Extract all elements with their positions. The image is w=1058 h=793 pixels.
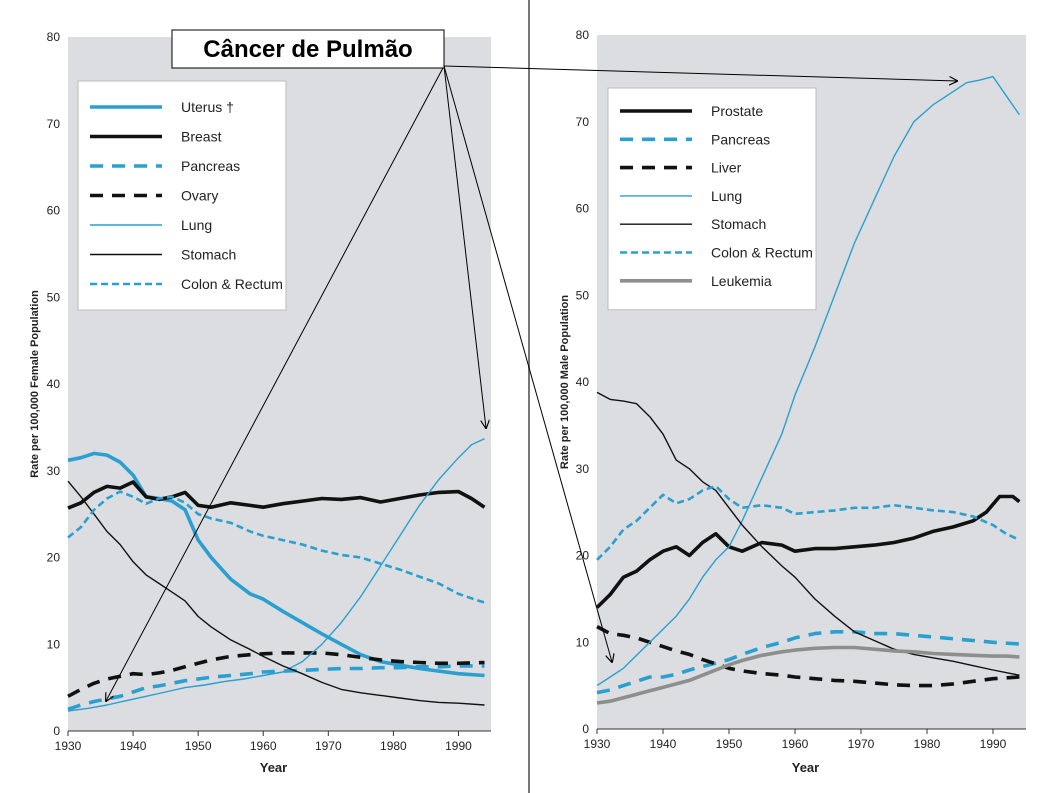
y-tick-label: 0 — [582, 722, 589, 736]
x-tick-label: 1960 — [782, 737, 809, 751]
callout-arrows — [106, 65, 957, 701]
series-line-lung — [596, 75, 1020, 687]
legend-label: Ovary — [181, 188, 218, 204]
series-line-ovary — [67, 651, 485, 698]
y-tick-label: 30 — [576, 462, 590, 476]
callout-title: Câncer de Pulmão — [203, 36, 412, 63]
male-y-axis-label: Rate per 100,000 Male Population — [559, 295, 571, 470]
x-tick-label: 1980 — [380, 739, 407, 753]
callout-box — [171, 29, 445, 69]
x-tick-label: 1930 — [55, 739, 82, 753]
y-tick-label: 0 — [53, 724, 60, 738]
y-tick-label: 10 — [47, 637, 61, 651]
male-legend: Prostate Pancreas Liver Lung Stomach Colon & … — [607, 87, 817, 311]
series-line-lung — [67, 438, 485, 712]
series-line-stomach — [67, 480, 485, 706]
callout-arrow — [443, 65, 486, 428]
x-tick-label: 1950 — [185, 739, 212, 753]
male-axes: 1930194019501960197019801990010203040506… — [576, 28, 1026, 751]
series-line-colon-rectum — [67, 490, 485, 604]
y-tick-label: 80 — [47, 30, 61, 44]
y-tick-label: 50 — [576, 288, 590, 302]
x-tick-label: 1980 — [914, 737, 941, 751]
y-tick-label: 30 — [47, 464, 61, 478]
x-tick-label: 1990 — [445, 739, 472, 753]
male-chart-panel: 1930194019501960197019801990010203040506… — [559, 28, 1026, 775]
y-tick-label: 50 — [47, 290, 61, 304]
series-line-colon-rectum — [596, 484, 1020, 561]
y-tick-label: 20 — [47, 551, 61, 565]
x-tick-label: 1930 — [584, 737, 611, 751]
legend-label: Prostate — [711, 103, 763, 119]
x-tick-label: 1990 — [980, 737, 1007, 751]
series-line-prostate — [595, 494, 1021, 609]
series-line-stomach — [596, 391, 1020, 676]
legend-label: Stomach — [181, 247, 236, 263]
series-line-uterus — [67, 451, 485, 678]
female-chart-panel: 1930 1940 1950 1960 1970 1980 1990 0 10 20 30 40 50 6… — [29, 30, 491, 775]
female-y-axis-label: Rate per 100,000 Female Population — [29, 290, 41, 478]
x-tick-label: 1940 — [120, 739, 147, 753]
legend-label: Uterus † — [181, 99, 234, 115]
series-line-liver — [596, 625, 1020, 688]
legend-label: Colon & Rectum — [181, 276, 283, 292]
legend-label: Colon & Rectum — [711, 245, 813, 261]
series-line-pancreas — [67, 664, 485, 712]
x-tick-label: 1940 — [650, 737, 677, 751]
series-line-leukemia — [596, 645, 1020, 705]
legend-label: Breast — [181, 129, 222, 145]
callout-arrow — [443, 65, 957, 81]
male-series-group — [595, 75, 1021, 705]
callout-arrow — [443, 65, 612, 662]
series-line-pancreas — [596, 630, 1020, 695]
legend-label: Leukemia — [711, 273, 772, 289]
y-tick-label: 40 — [576, 375, 590, 389]
y-tick-label: 10 — [576, 635, 590, 649]
legend-label: Lung — [181, 217, 212, 233]
male-x-axis-label: Year — [792, 760, 819, 775]
female-x-axis-label: Year — [260, 760, 287, 775]
y-tick-label: 40 — [47, 377, 61, 391]
legend-label: Lung — [711, 188, 742, 204]
x-tick-label: 1950 — [716, 737, 743, 751]
y-tick-label: 60 — [47, 204, 61, 218]
legend-label: Stomach — [711, 216, 766, 232]
y-tick-label: 70 — [47, 117, 61, 131]
y-tick-label: 80 — [576, 28, 590, 42]
legend-label: Pancreas — [181, 158, 240, 174]
female-legend: Uterus † Breast Pancreas Ovary Lung Stomach Co… — [77, 80, 287, 311]
callout-annotation: Câncer de Pulmão — [106, 29, 957, 701]
female-axes: 1930 1940 1950 1960 1970 1980 1990 0 10 20 30 40 50 6… — [47, 30, 491, 753]
female-series-group — [67, 438, 486, 712]
y-tick-label: 60 — [576, 202, 590, 216]
x-tick-label: 1970 — [848, 737, 875, 751]
legend-label: Liver — [711, 160, 742, 176]
legend-label: Pancreas — [711, 131, 770, 147]
callout-arrow — [106, 65, 445, 701]
y-tick-label: 70 — [576, 115, 590, 129]
x-tick-label: 1960 — [250, 739, 277, 753]
legend-box — [607, 87, 817, 311]
x-tick-label: 1970 — [315, 739, 342, 753]
series-line-breast — [67, 480, 486, 510]
